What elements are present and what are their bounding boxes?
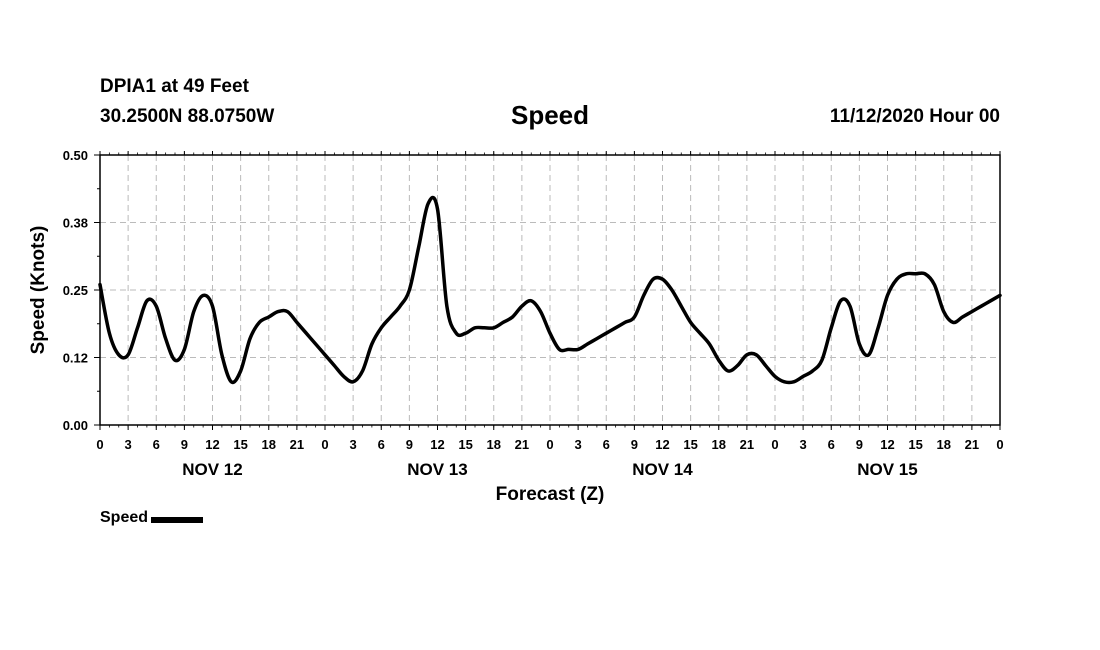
- x-tick-label: 6: [603, 437, 610, 452]
- day-label: NOV 14: [632, 460, 693, 479]
- x-tick-label: 3: [800, 437, 807, 452]
- x-tick-label: 21: [290, 437, 304, 452]
- x-tick-label: 15: [233, 437, 247, 452]
- x-tick-label: 0: [546, 437, 553, 452]
- x-tick-label: 18: [262, 437, 276, 452]
- x-tick-label: 3: [575, 437, 582, 452]
- day-label: NOV 12: [182, 460, 242, 479]
- x-axis: 0 3 6 9 12 15 18 21 0 3 6 9 12 15 18 21 0 3 6 9 12 15 18 21 0 3 6 9…: [96, 151, 1004, 479]
- x-tick-label: 15: [908, 437, 922, 452]
- x-tick-label: 12: [430, 437, 444, 452]
- x-tick-label: 6: [153, 437, 160, 452]
- x-tick-label: 21: [965, 437, 979, 452]
- y-tick-label: 0.12: [63, 351, 88, 366]
- station-label: DPIA1 at 49 Feet: [100, 76, 249, 97]
- x-tick-label: 9: [181, 437, 188, 452]
- legend: Speed: [100, 509, 204, 527]
- y-tick-label: 0.38: [63, 216, 88, 231]
- legend-swatch: [151, 517, 204, 523]
- x-tick-label: 0: [96, 437, 103, 452]
- x-tick-label: 15: [683, 437, 697, 452]
- x-tick-label: 12: [655, 437, 669, 452]
- x-tick-label: 3: [125, 437, 132, 452]
- x-tick-label: 9: [631, 437, 638, 452]
- x-tick-label: 15: [458, 437, 472, 452]
- y-tick-label: 0.00: [63, 418, 88, 433]
- x-tick-label: 12: [205, 437, 219, 452]
- day-label: NOV 15: [857, 460, 917, 479]
- speed-series-line: [98, 195, 1002, 385]
- x-tick-label: 18: [487, 437, 501, 452]
- forecast-datestamp: 11/12/2020 Hour 00: [829, 106, 1000, 127]
- chart-title: Speed: [510, 100, 590, 130]
- x-tick-label: 18: [712, 437, 726, 452]
- x-tick-label: 12: [880, 437, 894, 452]
- x-tick-label: 6: [828, 437, 835, 452]
- x-axis-label: Forecast (Z): [496, 484, 605, 505]
- legend-label: Speed: [100, 509, 149, 526]
- x-tick-label: 6: [378, 437, 385, 452]
- x-tick-label: 0: [321, 437, 328, 452]
- x-tick-label: 21: [515, 437, 529, 452]
- x-tick-label: 9: [856, 437, 863, 452]
- x-tick-label: 18: [937, 437, 951, 452]
- x-tick-label: 3: [350, 437, 357, 452]
- y-axis-label: Speed (Knots): [28, 226, 49, 355]
- coordinates-label: 30.2500N 88.0750W: [100, 106, 275, 127]
- grid-lines: [100, 155, 1000, 425]
- y-axis: 0.00 0.12 0.25 0.38 0.50: [63, 148, 100, 433]
- x-tick-label: 9: [406, 437, 413, 452]
- y-tick-label: 0.25: [63, 283, 88, 298]
- x-tick-label: 0: [996, 437, 1003, 452]
- y-tick-label: 0.50: [63, 148, 88, 163]
- x-tick-label: 0: [771, 437, 778, 452]
- x-tick-label: 21: [740, 437, 754, 452]
- day-label: NOV 13: [407, 460, 467, 479]
